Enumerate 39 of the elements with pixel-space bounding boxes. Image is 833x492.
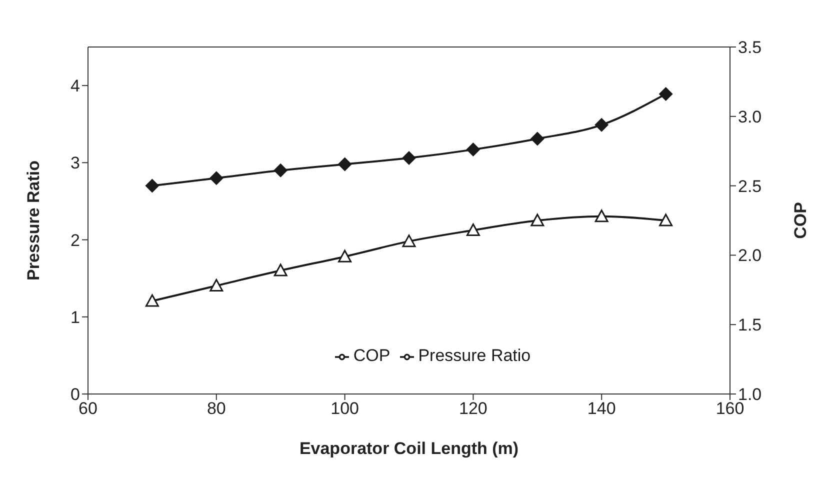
x-tick-label: 100 xyxy=(330,399,359,418)
x-tick-label: 120 xyxy=(459,399,488,418)
y2-tick-label: 2.0 xyxy=(738,246,762,266)
y2-axis-title: COP xyxy=(791,202,810,239)
x-tick-label: 80 xyxy=(206,399,226,418)
point xyxy=(274,163,288,178)
y2-tick-label: 2.5 xyxy=(738,176,762,196)
legend-label: Pressure Ratio xyxy=(418,346,531,365)
x-axis-title: Evaporator Coil Length (m) xyxy=(299,439,519,458)
point xyxy=(466,223,480,236)
point xyxy=(402,151,416,166)
x-tick-label: 160 xyxy=(716,399,744,418)
x-tick-label: 60 xyxy=(78,399,98,418)
point xyxy=(466,142,480,157)
point xyxy=(145,178,160,193)
point xyxy=(338,250,352,262)
point xyxy=(274,264,288,276)
x-tick-label: 140 xyxy=(587,399,616,418)
point xyxy=(210,278,224,292)
point xyxy=(209,171,224,186)
point xyxy=(594,210,608,222)
point xyxy=(338,157,352,172)
y-axis-title: Pressure Ratio xyxy=(24,160,44,280)
point xyxy=(402,234,416,248)
point xyxy=(658,87,673,102)
y-tick-label: 4 xyxy=(70,76,80,96)
y-tick-label: 2 xyxy=(70,230,80,250)
point xyxy=(594,118,609,132)
y-tick-label: 3 xyxy=(70,154,80,173)
point xyxy=(530,214,544,226)
point xyxy=(659,214,673,226)
y-tick-label: 1 xyxy=(70,308,80,327)
y2-tick-label: 3.5 xyxy=(738,38,762,58)
y2-tick-label: 1.5 xyxy=(738,316,762,335)
point xyxy=(145,294,159,307)
point xyxy=(530,132,544,146)
y2-tick-label: 3.0 xyxy=(738,107,762,126)
y-tick-label: 0 xyxy=(70,385,80,404)
legend-label: COP xyxy=(353,346,390,365)
